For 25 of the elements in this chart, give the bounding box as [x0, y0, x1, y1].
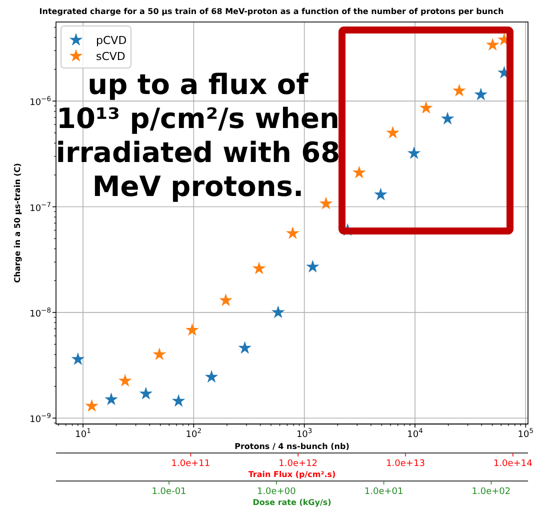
legend-label: sCVD	[96, 50, 126, 63]
text: 1.0e+01	[364, 487, 404, 497]
text: 1.0e+11	[171, 459, 210, 469]
text: 1.0e+00	[256, 487, 296, 497]
legend-label: pCVD	[96, 34, 127, 47]
x-tick-label: 10$^{2}$	[186, 427, 202, 440]
x-tick-label: 10$^{5}$	[518, 427, 534, 440]
chart-title: Integrated charge for a 50 µs train of 68 MeV-proton as a function of the number of protons per bunch	[39, 7, 504, 16]
x-tick-label: 10$^{1}$	[75, 427, 91, 440]
x-tick-label: 10$^{3}$	[296, 427, 312, 440]
y-tick-label: 10$^{−6}$	[30, 95, 51, 108]
text: 1.0e+14	[493, 459, 533, 469]
text: 1.0e-01	[152, 487, 186, 497]
text: 1.0e+02	[472, 487, 511, 497]
text: 1.0e+13	[386, 459, 425, 469]
text: 1.0e+12	[278, 459, 318, 469]
text: Dose rate (kGy/s)	[252, 498, 332, 507]
x-tick-label: 10$^{4}$	[407, 427, 423, 440]
annotation: up to a flux of 10¹³ p/cm²/s when irradiated with 68 MeV protons.	[56, 68, 340, 203]
y-axis-title: Charge in a 50 µs-train (C)	[13, 163, 22, 283]
y-tick-label: 10$^{−7}$	[30, 200, 51, 214]
x-axis-title: Protons / 4 ns-bunch (nb)	[234, 442, 350, 451]
y-tick-label: 10$^{−9}$	[30, 412, 51, 426]
x2-axis-title: Train Flux (p/cm².s)	[248, 470, 336, 479]
y-tick-label: 10$^{−8}$	[30, 306, 51, 320]
